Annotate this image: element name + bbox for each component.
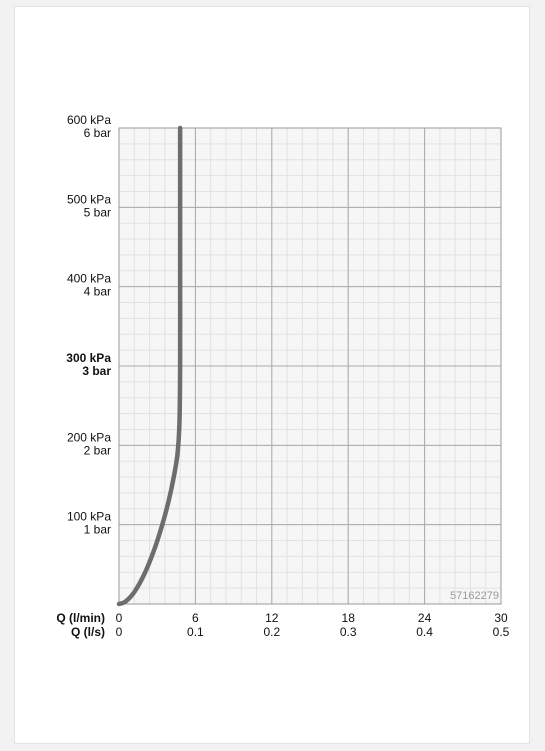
x-tick-label: 0: [116, 611, 123, 625]
y-tick-label-kpa: 200 kPa: [67, 430, 111, 444]
x-axis-row-label: Q (l/s): [71, 625, 105, 639]
plot-frame: [118, 127, 502, 605]
x-tick-label: 30: [494, 611, 508, 625]
x-tick-label: 24: [418, 611, 432, 625]
x-tick-label: 0: [116, 625, 123, 639]
y-tick-label-kpa: 300 kPa: [66, 351, 111, 365]
y-tick-label-bar: 2 bar: [84, 443, 111, 457]
y-tick-label-bar: 1 bar: [84, 523, 111, 537]
x-axis-row-label: Q (l/min): [56, 611, 105, 625]
y-tick-label-kpa: 100 kPa: [67, 510, 111, 524]
x-tick-label: 0.1: [187, 625, 204, 639]
x-tick-label: 12: [265, 611, 279, 625]
x-tick-label: 0.3: [340, 625, 357, 639]
chart-sheet: 100 kPa 1 bar 200 kPa 2 bar 300 kPa 3 bar 400 …: [14, 6, 530, 744]
x-tick-label: 0.5: [493, 625, 510, 639]
x-tick-label: 0.2: [263, 625, 280, 639]
y-tick-label-bar: 4 bar: [84, 285, 111, 299]
y-tick-label-bar: 6 bar: [84, 126, 111, 140]
series-line: [116, 125, 183, 607]
x-tick-label: 0.4: [416, 625, 433, 639]
y-tick-label-bar: 3 bar: [82, 364, 111, 378]
chart-id-label: 57162279: [450, 590, 499, 602]
y-tick-label-kpa: 600 kPa: [67, 113, 111, 127]
x-tick-label: 18: [342, 611, 356, 625]
x-tick-label: 6: [192, 611, 199, 625]
y-tick-label-bar: 5 bar: [84, 205, 111, 219]
y-tick-label-kpa: 500 kPa: [67, 192, 111, 206]
y-tick-label-kpa: 400 kPa: [67, 272, 111, 286]
